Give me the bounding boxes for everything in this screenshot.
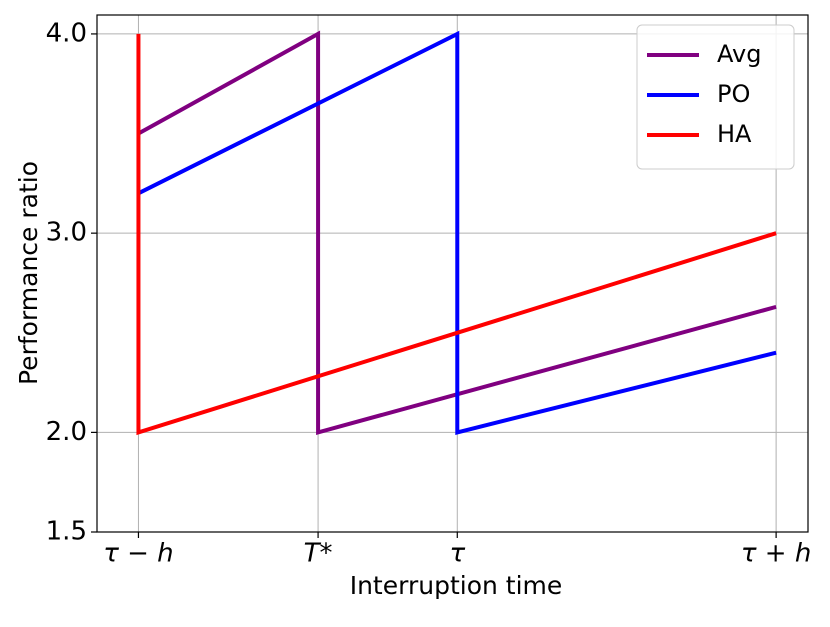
legend-label: HA (717, 120, 752, 148)
line-series (137, 30, 777, 436)
y-tick-label: 1.5 (46, 517, 87, 547)
x-tick-label: τ (449, 539, 465, 569)
line-series (136, 33, 777, 436)
plot-frame (96, 14, 809, 533)
line-series (137, 30, 777, 435)
x-tick-label: T* (304, 539, 333, 569)
legend-label: Avg (717, 40, 761, 68)
x-axis-label: Interruption time (350, 571, 563, 600)
y-tick-label: 2.0 (46, 417, 87, 447)
y-axis-label: Performance ratio (14, 161, 43, 385)
legend-label: PO (717, 80, 750, 108)
y-tick-label: 4.0 (46, 18, 87, 48)
x-tick-label: τ − h (103, 539, 173, 569)
x-tick-label: τ + h (741, 539, 811, 569)
y-tick-label: 3.0 (46, 218, 87, 248)
